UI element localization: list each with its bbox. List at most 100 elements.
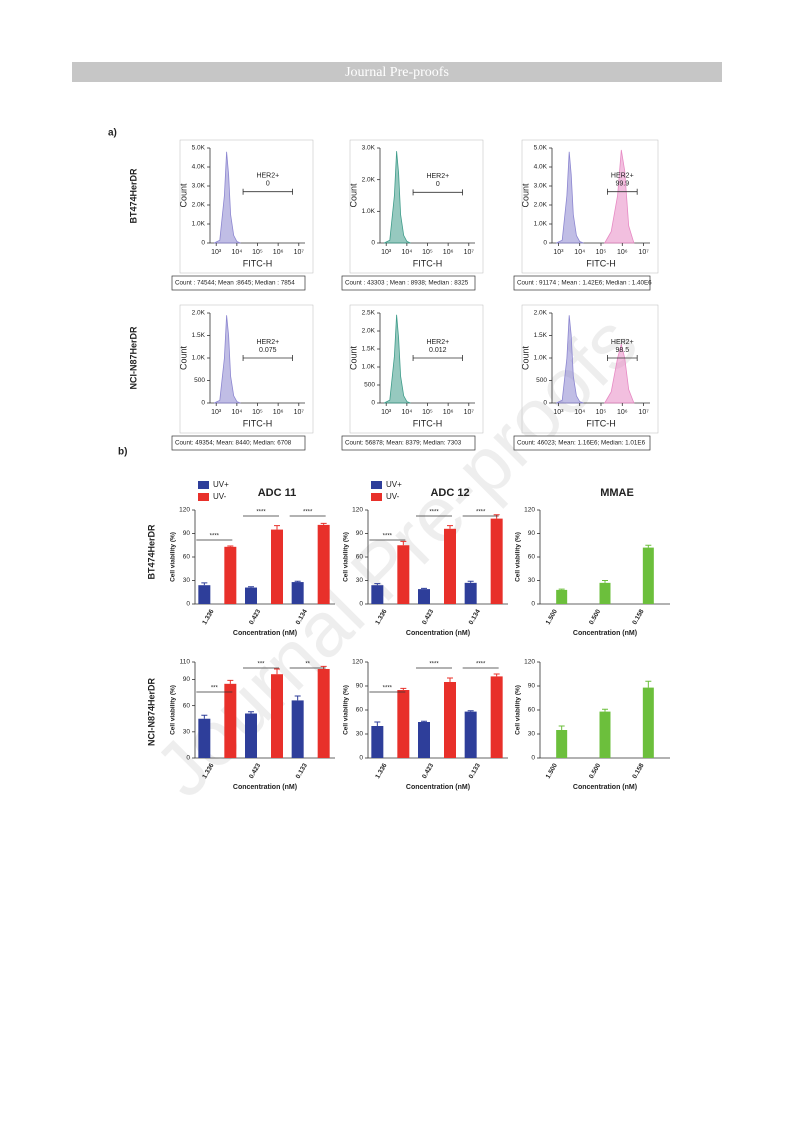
- error-bar: [645, 544, 652, 548]
- error-bar: [201, 582, 208, 586]
- x-tick-label: 10⁶: [273, 249, 284, 256]
- bar: [371, 726, 384, 758]
- y-tick-label: 110: [180, 659, 191, 666]
- row-label: BT474HerDR: [128, 168, 138, 224]
- stats-text: Count: 46023; Mean: 1.16E6; Median: 1.01…: [517, 440, 646, 447]
- bar: [291, 700, 304, 758]
- y-tick-label: 5.0K: [534, 145, 548, 152]
- x-tick-label: 0.158: [631, 608, 645, 626]
- y-axis-label: Cell viability (%): [170, 685, 177, 735]
- bar: [271, 674, 283, 758]
- stats-text: Count: 56878; Mean: 8379; Median: 7303: [345, 440, 462, 447]
- error-bar: [374, 583, 381, 586]
- error-bar: [645, 680, 652, 688]
- gate-label: HER2+: [426, 339, 449, 346]
- bar: [444, 528, 456, 604]
- gate-value: 0: [436, 181, 440, 188]
- significance-label: ****: [303, 510, 313, 516]
- bar: [317, 668, 330, 758]
- bar: [464, 711, 477, 758]
- bar: [397, 690, 410, 758]
- y-axis-label: Cell viability (%): [170, 532, 177, 582]
- bar: [317, 524, 330, 604]
- y-tick-label: 1.0K: [534, 221, 548, 228]
- y-tick-label: 4.0K: [192, 164, 206, 171]
- bar: [490, 518, 503, 604]
- x-tick-label: 10⁷: [638, 409, 649, 416]
- x-tick-label: 10³: [553, 249, 564, 256]
- x-tick-label: 10⁵: [252, 249, 263, 256]
- bar: [224, 683, 237, 758]
- stats-text: Count : 74544; Mean :8645; Median : 7854: [175, 280, 295, 287]
- y-tick-label: 30: [528, 577, 536, 584]
- x-tick-label: 1.336: [201, 608, 215, 626]
- error-bar: [558, 588, 565, 590]
- x-axis-label: FITC-H: [243, 258, 273, 268]
- stats-box: [171, 275, 306, 291]
- y-tick-label: 30: [183, 729, 191, 736]
- x-tick-label: 10⁵: [596, 249, 607, 256]
- stats-text: Count: 49354; Mean: 8440; Median: 6708: [175, 440, 292, 447]
- x-tick-label: 0.423: [248, 608, 262, 626]
- y-tick-label: 0: [531, 601, 535, 608]
- error-bar: [248, 711, 254, 714]
- row-label: BT474HerDR: [146, 524, 156, 580]
- y-tick-label: 0: [186, 755, 190, 762]
- x-tick-label: 10⁷: [464, 409, 475, 416]
- y-tick-label: 60: [356, 554, 364, 561]
- panel-label: b): [118, 447, 127, 458]
- x-tick-label: 10⁵: [422, 249, 433, 256]
- x-tick-label: 10⁶: [443, 409, 454, 416]
- y-tick-label: 30: [183, 577, 191, 584]
- y-tick-label: 60: [183, 702, 191, 709]
- legend-label: UV+: [213, 480, 229, 489]
- x-axis-label: Concentration (nM): [233, 630, 297, 637]
- significance-label: ****: [476, 510, 486, 516]
- bar: [198, 718, 211, 758]
- plot-frame: [349, 304, 484, 434]
- stats-box: [513, 275, 651, 291]
- bar: [271, 529, 283, 604]
- x-axis-label: FITC-H: [413, 418, 443, 428]
- error-bar: [400, 540, 407, 546]
- y-tick-label: 0: [371, 400, 375, 407]
- bar: [371, 585, 384, 604]
- error-bar: [447, 677, 453, 682]
- y-axis-label: Cell viability (%): [343, 532, 350, 582]
- x-tick-label: 0.158: [631, 762, 645, 780]
- x-tick-label: 10⁶: [617, 249, 628, 256]
- y-tick-label: 60: [356, 707, 364, 714]
- y-tick-label: 500: [194, 377, 205, 384]
- bar: [599, 582, 611, 604]
- x-tick-label: 10⁴: [401, 249, 412, 256]
- legend-label: UV-: [386, 492, 400, 501]
- y-tick-label: 2.5K: [362, 310, 376, 317]
- y-tick-label: 90: [183, 530, 191, 537]
- error-bar: [602, 580, 608, 583]
- stats-box: [341, 435, 476, 451]
- error-bar: [294, 695, 301, 701]
- error-bar: [320, 522, 327, 525]
- y-axis-label: Cell viability (%): [343, 685, 350, 735]
- x-tick-label: 0.500: [588, 608, 602, 626]
- legend-swatch: [198, 493, 209, 501]
- y-tick-label: 30: [528, 731, 536, 738]
- significance-label: ****: [476, 662, 486, 668]
- x-tick-label: 0.423: [421, 762, 435, 780]
- y-axis-label: Cell viability (%): [515, 532, 522, 582]
- x-tick-label: 10⁴: [574, 409, 585, 416]
- y-tick-label: 2.0K: [534, 202, 548, 209]
- gate-label: HER2+: [426, 173, 449, 180]
- y-tick-label: 0: [371, 240, 375, 247]
- legend-swatch: [371, 493, 382, 501]
- histogram-curve: [556, 151, 584, 244]
- x-tick-label: 10⁷: [638, 249, 649, 256]
- y-tick-label: 0: [359, 755, 363, 762]
- error-bar: [274, 525, 280, 530]
- gate-value: 0.012: [429, 347, 447, 354]
- x-axis-label: Concentration (nM): [406, 784, 470, 791]
- x-tick-label: 1.500: [545, 608, 559, 626]
- y-tick-label: 1.0K: [362, 364, 376, 371]
- y-tick-label: 90: [356, 683, 364, 690]
- plot-frame: [521, 304, 659, 434]
